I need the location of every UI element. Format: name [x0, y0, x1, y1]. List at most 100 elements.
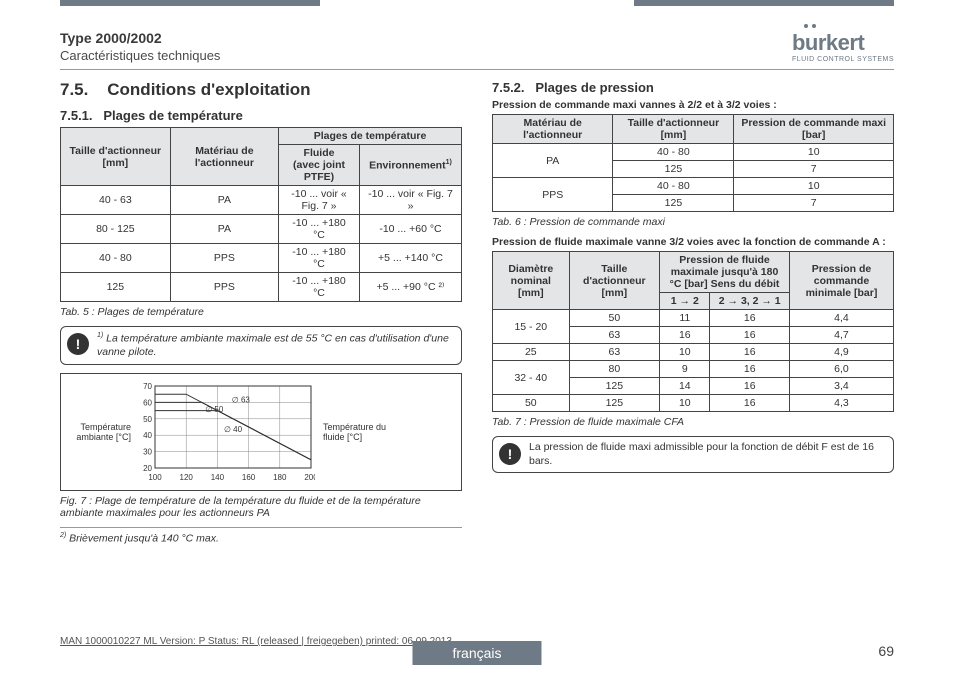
doc-reference: MAN 1000010227 ML Version: P Status: RL …: [60, 636, 452, 647]
sec-7-5-2-title: Plages de pression: [535, 80, 654, 95]
note-16bar: ! La pression de fluide maxi admissible …: [492, 436, 894, 473]
table-cell: 40 - 80: [61, 244, 171, 273]
note2-text: Brièvement jusqu'à 140 °C max.: [69, 532, 219, 544]
th-fluid: Fluide(avec joint PTFE): [279, 145, 360, 186]
table-cell: PPS: [493, 178, 613, 212]
table-cell: 125: [613, 195, 734, 212]
svg-text:160: 160: [242, 473, 256, 482]
tab7-caption: Tab. 7 : Pression de fluide maximale CFA: [492, 416, 894, 428]
fig7-caption: Fig. 7 : Plage de température de la temp…: [60, 495, 462, 519]
th-material: Matériau de l'actionneur: [170, 128, 278, 186]
svg-text:30: 30: [143, 447, 152, 456]
table-cell: 40 - 80: [613, 144, 734, 161]
table-cell: 7: [734, 161, 894, 178]
th-env: Environnement1): [359, 145, 461, 186]
table-cell: 4,3: [789, 395, 893, 412]
table-cell: 10: [660, 395, 710, 412]
warning-icon: !: [67, 333, 89, 355]
table-cell: +5 ... +90 °C ²⁾: [359, 273, 461, 302]
table-cell: 80: [569, 361, 660, 378]
doc-subtitle: Caractéristiques techniques: [60, 48, 220, 63]
table-cell: 125: [61, 273, 171, 302]
table-cell: 63: [569, 344, 660, 361]
svg-text:50: 50: [143, 415, 152, 424]
brand-name: burkert: [792, 30, 894, 56]
table-cell: 10: [660, 344, 710, 361]
tab7-title: Pression de fluide maximale vanne 3/2 vo…: [492, 236, 894, 248]
th-fluidp: Pression de fluide maximale jusqu'à 180 …: [660, 252, 790, 293]
table-cell: 40 - 63: [61, 186, 171, 215]
table-cell: 9: [660, 361, 710, 378]
table-cell: 63: [569, 327, 660, 344]
th-size: Taille d'actionneur [mm]: [61, 128, 171, 186]
left-column: 7.5. Conditions d'exploitation 7.5.1. Pl…: [60, 80, 462, 544]
svg-text:70: 70: [143, 382, 152, 391]
table-cell: +5 ... +140 °C: [359, 244, 461, 273]
table-cell: 4,9: [789, 344, 893, 361]
table-cell: 25: [493, 344, 570, 361]
table-fluid-pressure: Diamètre nominal [mm] Taille d'actionneu…: [492, 251, 894, 412]
chart-fig7: Température ambiante [°C] 10012014016018…: [60, 373, 462, 491]
table-cell: 4,4: [789, 310, 893, 327]
table-cell: 6,0: [789, 361, 893, 378]
th-ranges: Plages de température: [279, 128, 462, 145]
table-cell: 40 - 80: [613, 178, 734, 195]
table-cell: 16: [710, 395, 789, 412]
th-act: Taille d'actionneur [mm]: [569, 252, 660, 310]
table-cell: 16: [710, 361, 789, 378]
th-flow23: 2 → 3, 2 → 1: [710, 293, 789, 310]
table-cell: 14: [660, 378, 710, 395]
note3-text: La pression de fluide maxi admissible po…: [529, 441, 887, 468]
table-cell: 4,7: [789, 327, 893, 344]
table-cell: PPS: [170, 273, 278, 302]
tab6-caption: Tab. 6 : Pression de commande maxi: [492, 216, 894, 228]
note1-text: La température ambiante maximale est de …: [97, 333, 449, 359]
page-number: 69: [878, 643, 894, 659]
tab5-caption: Tab. 5 : Plages de température: [60, 306, 462, 318]
table-cell: PA: [170, 215, 278, 244]
table-cell: 125: [569, 378, 660, 395]
header-divider: [60, 69, 894, 70]
th-minp: Pression de commande minimale [bar]: [789, 252, 893, 310]
table-cell: -10 ... voir « Fig. 7 »: [359, 186, 461, 215]
table-temperature-ranges: Taille d'actionneur [mm] Matériau de l'a…: [60, 127, 462, 302]
svg-text:60: 60: [143, 398, 152, 407]
right-column: 7.5.2. Plages de pression Pression de co…: [492, 80, 894, 544]
table-cell: PPS: [170, 244, 278, 273]
table-cell: 10: [734, 178, 894, 195]
sec-7-5-1-num: 7.5.1.: [60, 108, 93, 123]
sec-7-5-title: Conditions d'exploitation: [107, 80, 310, 99]
language-tab: français: [412, 641, 541, 665]
table-cell: -10 ... +180 °C: [279, 273, 360, 302]
th-press: Pression de commande maxi [bar]: [734, 115, 894, 144]
table-cell: 10: [734, 144, 894, 161]
doc-type-title: Type 2000/2002: [60, 30, 220, 46]
note-ambient-temp: ! 1) La température ambiante maximale es…: [60, 326, 462, 365]
th-size2: Taille d'actionneur [mm]: [613, 115, 734, 144]
brand-tagline: FLUID CONTROL SYSTEMS: [792, 56, 894, 63]
tab6-title: Pression de commande maxi vannes à 2/2 e…: [492, 99, 894, 111]
table-cell: 11: [660, 310, 710, 327]
table-cell: 125: [569, 395, 660, 412]
table-cell: 7: [734, 195, 894, 212]
chart-ylabel: Température ambiante [°C]: [69, 422, 131, 442]
table-cell: 16: [660, 327, 710, 344]
table-cell: 50: [493, 395, 570, 412]
chart-svg: 100120140160180200203040506070∅ 40∅ 50∅ …: [135, 382, 315, 482]
header: Type 2000/2002 Caractéristiques techniqu…: [60, 30, 894, 63]
table-cell: 32 - 40: [493, 361, 570, 395]
table-cell: 15 - 20: [493, 310, 570, 344]
svg-text:120: 120: [180, 473, 194, 482]
svg-text:40: 40: [143, 431, 152, 440]
top-accent-bars: [0, 0, 954, 6]
th-dn: Diamètre nominal [mm]: [493, 252, 570, 310]
sec-7-5-num: 7.5.: [60, 80, 88, 99]
table-cell: 50: [569, 310, 660, 327]
svg-text:20: 20: [143, 464, 152, 473]
th-flow12: 1 → 2: [660, 293, 710, 310]
table-cell: 3,4: [789, 378, 893, 395]
chart-xlabel: Température du fluide [°C]: [323, 422, 403, 442]
table-cell: -10 ... voir « Fig. 7 »: [279, 186, 360, 215]
table-cell: 16: [710, 344, 789, 361]
table-cell: -10 ... +180 °C: [279, 244, 360, 273]
